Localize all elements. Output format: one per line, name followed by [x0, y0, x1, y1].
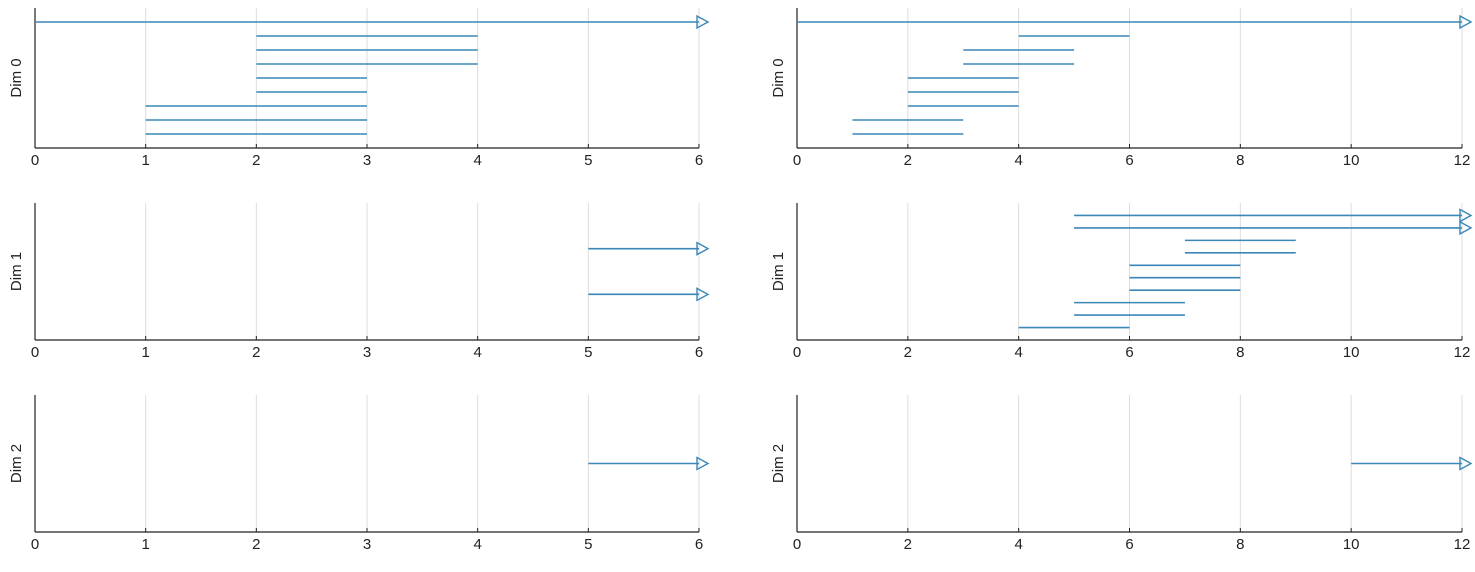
x-tick-label: 4	[1014, 344, 1022, 361]
x-tick-label: 1	[141, 344, 149, 361]
x-tick-label: 2	[252, 344, 260, 361]
x-tick-label: 4	[473, 344, 481, 361]
x-tick-label: 0	[31, 536, 39, 553]
x-tick-label: 10	[1343, 344, 1360, 361]
x-tick-label: 8	[1236, 536, 1244, 553]
arrow-head	[1459, 14, 1473, 30]
x-tick-label: 6	[1125, 344, 1133, 361]
y-axis-label: Dim 1	[8, 252, 25, 291]
arrow-head	[696, 287, 710, 302]
x-tick-label: 8	[1236, 344, 1244, 361]
x-tick-label: 4	[1014, 536, 1022, 553]
y-axis-label: Dim 1	[770, 252, 787, 291]
x-tick-label: 5	[584, 344, 592, 361]
x-tick-label: 0	[793, 536, 801, 553]
x-tick-label: 2	[904, 536, 912, 553]
x-tick-label: 10	[1343, 536, 1360, 553]
x-tick-label: 0	[31, 344, 39, 361]
x-tick-label: 10	[1343, 152, 1360, 169]
x-tick-label: 2	[904, 152, 912, 169]
arrow-head	[696, 456, 710, 471]
x-tick-label: 4	[473, 536, 481, 553]
arrow-head	[1459, 220, 1473, 236]
x-tick-label: 6	[695, 344, 703, 361]
y-axis-label: Dim 0	[8, 58, 25, 97]
x-tick-label: 12	[1454, 536, 1471, 553]
y-axis-label: Dim 2	[770, 444, 787, 483]
x-tick-label: 6	[1125, 152, 1133, 169]
y-axis-label: Dim 0	[770, 58, 787, 97]
x-tick-label: 0	[31, 152, 39, 169]
x-tick-label: 4	[1014, 152, 1022, 169]
arrow-head	[1459, 208, 1473, 223]
x-tick-label: 12	[1454, 152, 1471, 169]
x-tick-label: 2	[252, 152, 260, 169]
x-tick-label: 5	[584, 152, 592, 169]
x-tick-label: 8	[1236, 152, 1244, 169]
x-tick-label: 1	[141, 536, 149, 553]
y-axis-label: Dim 2	[8, 444, 25, 483]
arrow-head	[696, 241, 710, 256]
x-tick-label: 12	[1454, 344, 1471, 361]
x-tick-label: 2	[904, 344, 912, 361]
x-tick-label: 3	[363, 344, 371, 361]
x-tick-label: 3	[363, 536, 371, 553]
x-tick-label: 1	[141, 152, 149, 169]
x-tick-label: 0	[793, 152, 801, 169]
x-tick-label: 4	[473, 152, 481, 169]
x-tick-label: 6	[1125, 536, 1133, 553]
x-tick-label: 0	[793, 344, 801, 361]
x-tick-label: 5	[584, 536, 592, 553]
arrow-head	[696, 14, 710, 30]
x-tick-label: 3	[363, 152, 371, 169]
x-tick-label: 6	[695, 536, 703, 553]
x-tick-label: 6	[695, 152, 703, 169]
arrow-head	[1459, 456, 1473, 471]
x-tick-label: 2	[252, 536, 260, 553]
